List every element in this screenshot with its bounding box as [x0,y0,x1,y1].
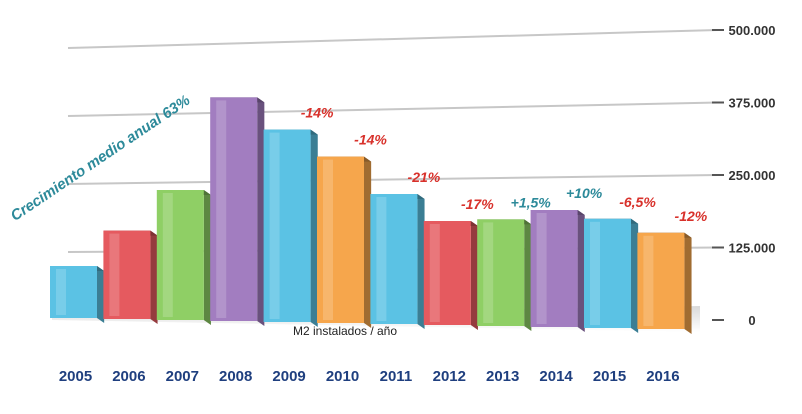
bar-front [263,129,311,322]
bar-2015 [584,218,639,333]
gridline [67,29,719,49]
bar-highlight [56,269,66,315]
bar-side [524,219,532,331]
bar-side [257,97,265,327]
x-tick-label: 2010 [326,368,359,385]
x-tick-label: 2016 [646,368,679,385]
bar-2007 [156,190,211,325]
bar-highlight [536,213,547,324]
bar-highlight [216,100,227,319]
x-tick-label: 2014 [539,368,573,385]
y-tick-label: 375.000 [729,96,776,111]
bar-side [417,194,425,329]
bar-side [470,221,478,330]
growth-annotation: -12% [675,208,708,224]
bar-highlight [109,233,120,316]
bar-front [423,221,471,325]
bar-side [684,232,692,334]
growth-annotation: -21% [408,169,441,185]
bar-side [310,129,318,327]
x-tick-label: 2006 [112,368,145,385]
bar-side [203,190,211,325]
growth-annotation: -6,5% [619,194,656,210]
bar-front [210,97,258,322]
y-tick-label: 250.000 [729,168,776,183]
bar-2012 [423,221,478,330]
x-tick-label: 2015 [593,368,626,385]
x-tick-label: 2012 [433,368,466,385]
bar-2011 [370,194,425,329]
gridline [67,174,719,185]
bar-highlight [376,197,387,321]
bar-annotations: -14% -14% -21% -17% +1,5% +10% -6,5% -12% [301,105,708,224]
bar-side [631,218,639,333]
y-axis-ticks: 0 125.000 250.000 375.000 500.000 [712,23,776,328]
gridline [67,101,719,117]
bar-highlight [429,224,440,322]
bar-2014 [530,210,585,332]
bar-2006 [103,230,158,324]
x-tick-label: 2013 [486,368,519,385]
x-tick-label: 2007 [166,368,199,385]
bar-highlight [162,193,173,317]
bar-front [584,218,631,328]
bar-highlight [590,221,600,325]
growth-annotation: -14% [301,105,334,121]
x-axis-labels: 2005 2006 2007 2008 2009 2010 2011 2012 2013 2014… [59,368,680,385]
x-tick-label: 2011 [380,368,413,385]
growth-annotation: -17% [461,196,494,212]
x-tick-label: 2009 [272,368,305,385]
bar-front [317,156,364,323]
growth-annotation: -14% [354,132,387,148]
bar-highlight [643,235,654,326]
y-tick-label: 0 [748,313,755,328]
growth-annotation: +1,5% [511,194,552,210]
bar-2008 [210,97,265,327]
bar-front [156,190,204,320]
bar-front [530,210,578,327]
bar-2010 [317,156,372,328]
bar-side [364,156,372,328]
y-tick-label: 500.000 [729,23,776,38]
bar-2005 [50,266,105,323]
bar-side [150,230,158,324]
bar-highlight [269,132,280,319]
bar-2016 [637,232,692,334]
bar-highlight [483,222,494,323]
bar-2013 [477,219,532,331]
bar-front [370,194,418,324]
bar-2009 [263,129,318,327]
bar-front [477,219,525,326]
bar-side [577,210,585,332]
bar-highlight [323,159,333,320]
x-tick-label: 2005 [59,368,92,385]
growth-annotation: +10% [566,185,603,201]
bar-side [97,266,105,323]
x-axis-title: M2 instalados / año [293,324,397,338]
y-tick-label: 125.000 [729,241,776,256]
x-tick-label: 2008 [219,368,252,385]
bar-front [637,232,685,329]
bar-front [103,230,151,319]
bar-front [50,266,97,318]
bars [50,97,692,334]
